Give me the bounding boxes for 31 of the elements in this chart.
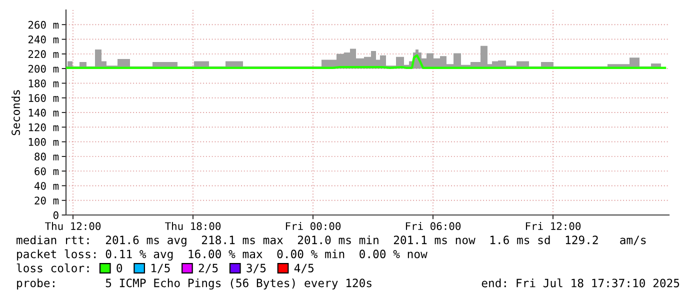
- x-tick-label: Fri 12:00: [526, 222, 581, 230]
- legend-title: loss color:: [16, 263, 89, 272]
- legend-label: 2/5: [198, 264, 218, 274]
- y-tick-label: 180 m: [28, 79, 59, 88]
- x-tick-label: Thu 18:00: [165, 222, 221, 230]
- legend-label: 4/5: [294, 264, 314, 274]
- x-tick-label: Fri 06:00: [406, 222, 461, 230]
- text: median rtt: 201.6 ms avg 218.1 ms max 201.0 ms min 201.1 ms now 1.6 ms sd 129.2 am/s: [16, 235, 646, 247]
- y-tick-label: 0: [53, 211, 58, 220]
- text: packet loss: 0.11 % avg 16.00 % max 0.00 % min 0.00 % now: [17, 249, 428, 261]
- legend-label: 3/5: [246, 264, 266, 274]
- y-tick-label: 80 m: [34, 152, 59, 161]
- legend-label: 0: [116, 264, 122, 272]
- y-tick-label: 200 m: [28, 64, 59, 73]
- x-tick-label: Thu 12:00: [45, 222, 101, 230]
- y-tick-label: 140 m: [28, 108, 59, 117]
- y-tick-label: 260 m: [28, 20, 59, 29]
- legend-label: 1/5: [152, 264, 170, 274]
- y-tick-label: 60 m: [34, 167, 59, 176]
- y-axis-title: Seconds: [11, 90, 20, 136]
- y-tick-label: 20 m: [34, 196, 59, 204]
- y-tick-label: 160 m: [28, 94, 59, 102]
- x-tick-label: Fri 00:00: [286, 222, 341, 230]
- y-tick-label: 120 m: [28, 123, 59, 132]
- line-series: [66, 54, 666, 69]
- text: probe: 5 ICMP Echo Pings (56 Bytes) every 120s: [17, 278, 372, 290]
- text: end: Fri Jul 18 17:37:10 2025: [482, 278, 680, 288]
- y-tick-label: 220 m: [28, 50, 59, 58]
- y-tick-label: 40 m: [34, 182, 59, 190]
- y-tick-label: 100 m: [28, 138, 59, 146]
- y-tick-label: 240 m: [28, 36, 59, 44]
